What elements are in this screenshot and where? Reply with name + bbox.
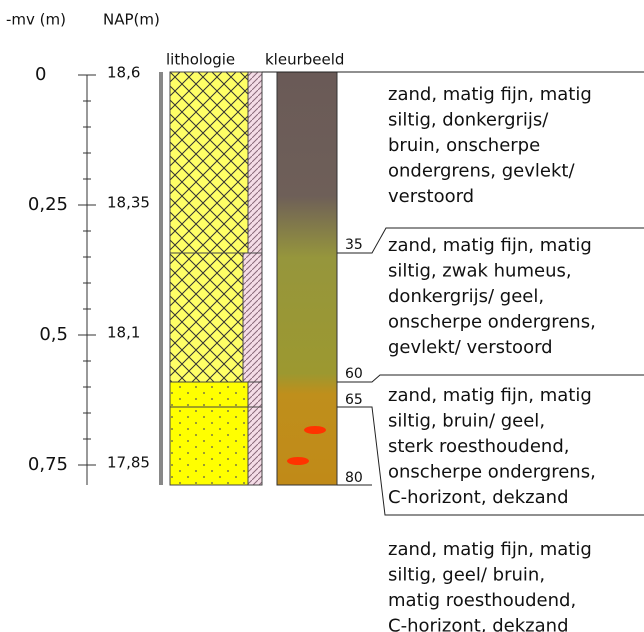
boundary-label: 80 (345, 470, 363, 486)
boundary-label: 60 (345, 366, 363, 382)
description-line: onscherpe ondergrens, (388, 312, 596, 333)
nap-label: 18,1 (107, 324, 140, 342)
description-line: zand, matig fijn, matig (388, 235, 592, 256)
lithology-column (169, 71, 263, 486)
description-line: onscherpe ondergrens, (388, 462, 596, 483)
mv-label: 0 (35, 64, 46, 85)
description-line: zand, matig fijn, matig (388, 84, 592, 105)
boundary-lines (262, 71, 644, 516)
description-line: C-horizont, dekzand (388, 616, 569, 632)
description-line: siltig, bruin/ geel, (388, 411, 545, 432)
description-line: bruin, onscherpe (388, 135, 540, 156)
description-line: siltig, zwak humeus, (388, 261, 572, 282)
boundary-label: 65 (345, 392, 363, 408)
nap-label: 17,85 (107, 454, 150, 472)
description-line: sterk roesthoudend, (388, 436, 569, 457)
nap-label: 18,35 (107, 194, 150, 212)
nap-header: NAP(m) (103, 11, 160, 29)
description-line: siltig, geel/ bruin, (388, 565, 545, 586)
description-line: donkergrijs/ geel, (388, 286, 544, 307)
mv-label: 0,25 (28, 194, 68, 215)
kleurbeeld-header: kleurbeeld (265, 51, 344, 69)
lithologie-header: lithologie (166, 51, 235, 69)
description-line: zand, matig fijn, matig (388, 385, 592, 406)
mv-label: 0,75 (28, 454, 68, 475)
description-line: gevlekt/ verstoord (388, 337, 553, 358)
depth-axis: 0 18,6 0,25 18,35 0,5 18,1 0,75 17,85 (28, 64, 150, 485)
description-line: C-horizont, dekzand (388, 487, 569, 508)
mv-label: 0,5 (39, 324, 68, 345)
description-line: verstoord (388, 186, 474, 207)
nap-label: 18,6 (107, 64, 140, 82)
boundary-label: 35 (345, 237, 363, 253)
gray-bar (159, 72, 163, 485)
description-line: siltig, donkergrijs/ (388, 110, 549, 131)
description-line: ondergrens, gevlekt/ (388, 161, 575, 182)
mv-header: -mv (m) (6, 11, 66, 29)
description-line: zand, matig fijn, matig (388, 539, 592, 560)
color-column (276, 71, 338, 486)
description-line: matig roesthoudend, (388, 590, 576, 611)
